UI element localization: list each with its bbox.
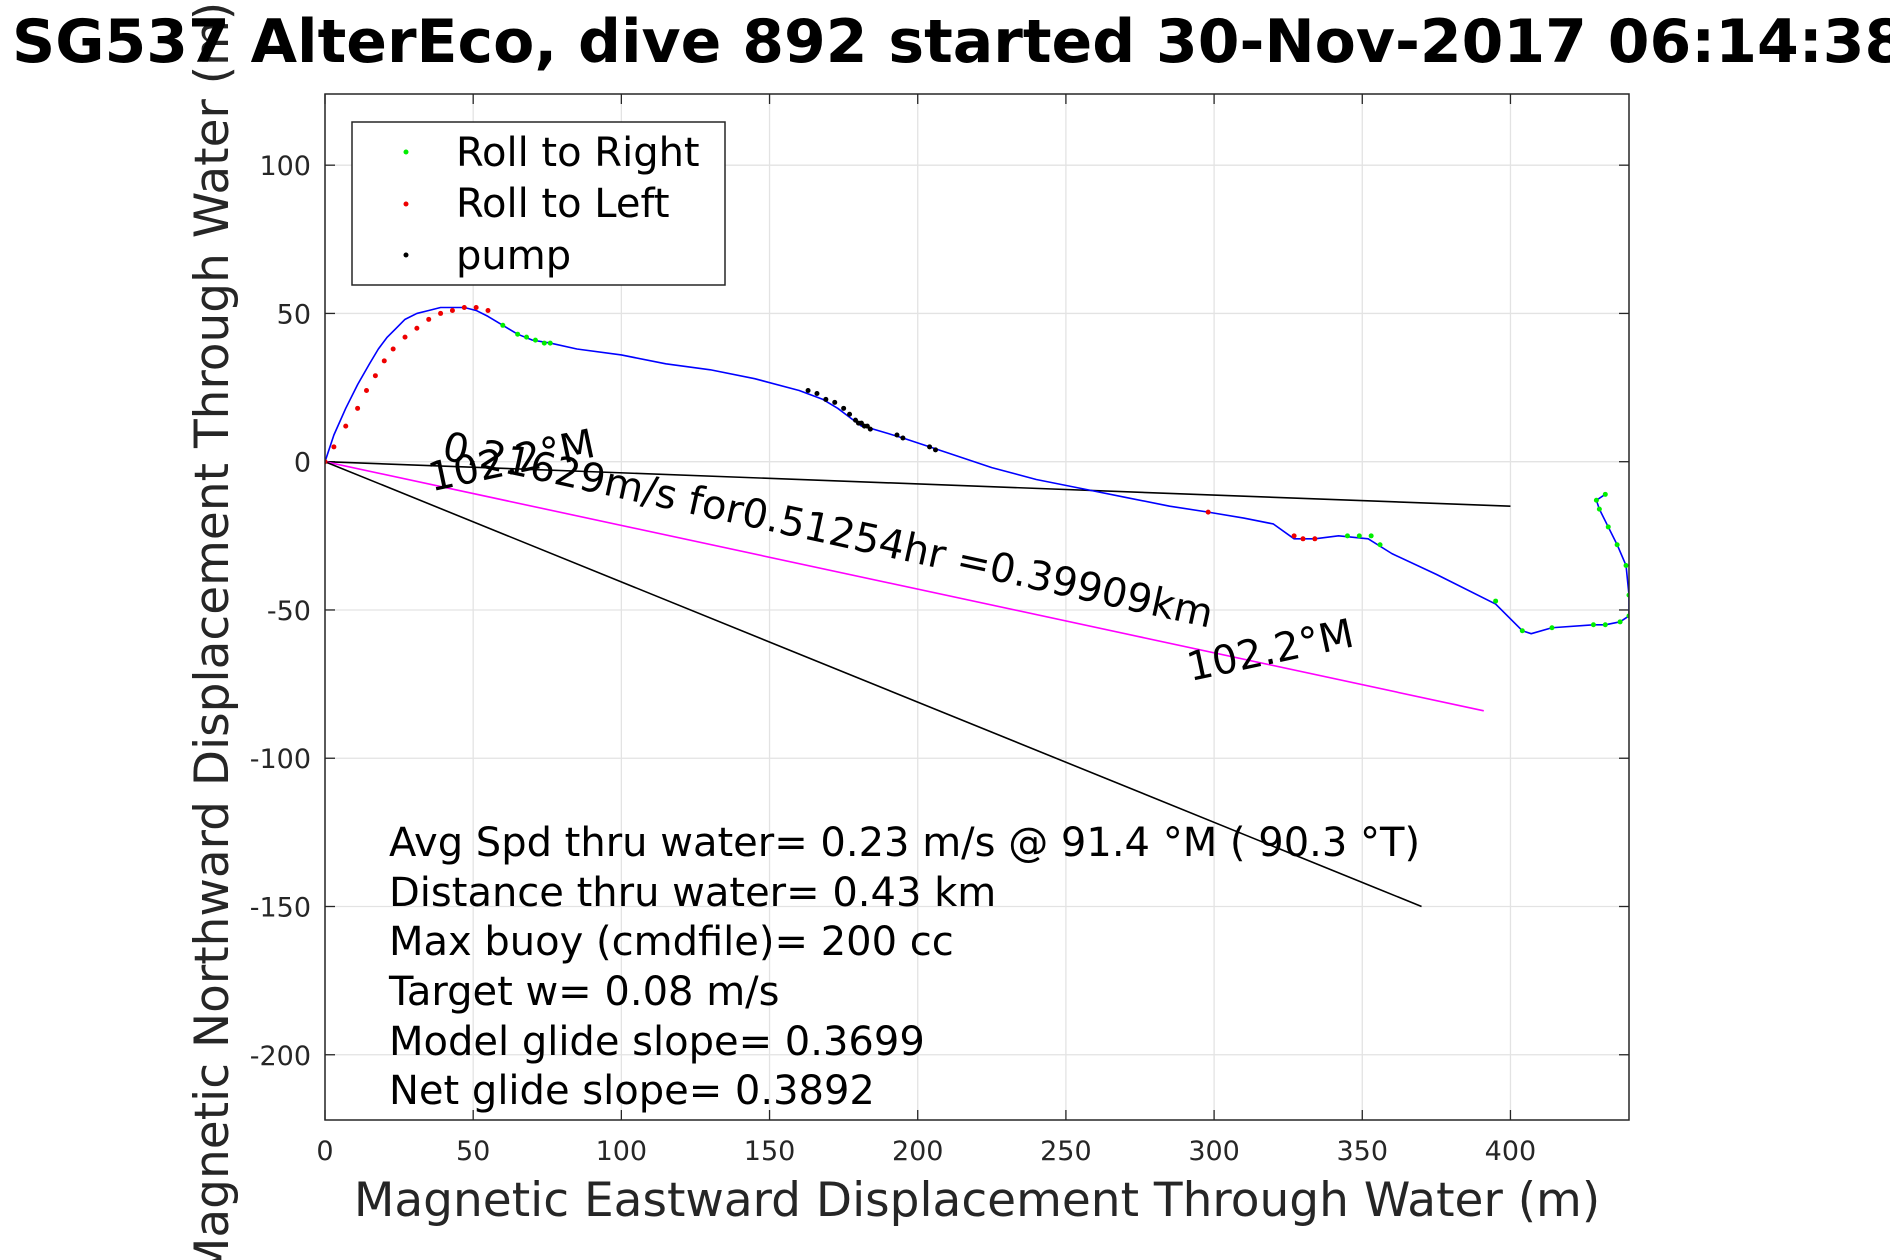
reference-line [325, 460, 1511, 507]
pump-point [894, 432, 900, 438]
stats-line: Model glide slope= 0.3699 [389, 1019, 925, 1065]
x-axis-label: Magnetic Eastward Displacement Through W… [354, 1173, 1600, 1228]
legend-marker-pump [403, 252, 409, 258]
roll-right-point [1605, 524, 1611, 530]
x-tick-label: 200 [892, 1136, 944, 1167]
roll-right-point [1519, 628, 1525, 634]
roll-right-point [1593, 497, 1599, 503]
legend-label-pump: pump [456, 233, 571, 279]
legend-label-roll-left: Roll to Left [456, 181, 670, 227]
y-tick-label: -200 [250, 1041, 311, 1072]
roll-right-point [547, 340, 553, 346]
stats-line: Avg Spd thru water= 0.23 m/s @ 91.4 °M (… [389, 820, 1420, 866]
roll-right-point [1493, 598, 1499, 604]
roll-right-point [1614, 542, 1620, 548]
chart-title: SG537 AlterEco, dive 892 started 30-Nov-… [12, 7, 1890, 77]
stats-line: Target w= 0.08 m/s [388, 969, 779, 1015]
stats-block: Avg Spd thru water= 0.23 m/s @ 91.4 °M (… [388, 820, 1420, 1114]
roll-right-point [1602, 622, 1608, 628]
roll-left-point [426, 316, 432, 322]
roll-right-point [1368, 533, 1374, 539]
roll-left-point [1300, 536, 1306, 542]
y-tick-label: 0 [294, 448, 311, 479]
y-axis-ticks: 100 50 0 -50 -100 -150 -200 [250, 151, 1629, 1072]
track-layer [325, 306, 1629, 635]
roll-right-point [500, 322, 506, 328]
x-tick-label: 250 [1040, 1136, 1092, 1167]
roll-right-point [1602, 491, 1608, 497]
roll-right-point [1549, 625, 1555, 631]
roll-left-point [331, 444, 337, 450]
stats-line: Max buoy (cmdfile)= 200 cc [389, 919, 954, 965]
legend: Roll to Right Roll to Left pump [351, 121, 726, 286]
roll-left-point [355, 405, 361, 411]
reference-line [325, 460, 1422, 908]
roll-right-point [1590, 622, 1596, 628]
reference-line [325, 460, 1484, 712]
pump-point [823, 396, 829, 402]
roll-left-point [363, 388, 369, 394]
roll-right-point [1344, 533, 1350, 539]
roll-left-point [381, 358, 387, 364]
roll-left-point [1205, 509, 1211, 515]
x-axis-ticks: 0 50 100 150 200 250 300 350 400 [316, 94, 1536, 1167]
roll-right-point [541, 340, 547, 346]
roll-left-point [1291, 533, 1297, 539]
pump-point [814, 390, 820, 396]
pump-point [900, 435, 906, 441]
roll-right-point [524, 334, 530, 340]
pump-point [805, 388, 811, 394]
track-line [325, 306, 1629, 635]
roll-left-point [461, 305, 467, 311]
pump-point [841, 405, 847, 411]
x-tick-label: 100 [596, 1136, 648, 1167]
x-tick-label: 300 [1188, 1136, 1240, 1167]
y-tick-label: -100 [250, 744, 311, 775]
roll-right-point [1356, 533, 1362, 539]
roll-left-point [438, 310, 444, 316]
plot-frame [324, 93, 1630, 1121]
roll-right-point [1596, 506, 1602, 512]
roll-left-point [372, 373, 378, 379]
roll-right-point [515, 331, 521, 337]
pump-point [927, 444, 933, 450]
roll-right-point [1377, 542, 1383, 548]
roll-right-point [532, 337, 538, 343]
roll-left-point [414, 325, 420, 331]
y-tick-label: -150 [250, 892, 311, 923]
x-tick-label: 0 [316, 1136, 333, 1167]
x-tick-label: 150 [744, 1136, 796, 1167]
pump-point [847, 411, 853, 417]
legend-marker-roll-left [403, 201, 409, 207]
roll-left-point [1312, 536, 1318, 542]
roll-left-point [473, 305, 479, 311]
x-tick-label: 50 [456, 1136, 490, 1167]
stats-line: Distance thru water= 0.43 km [389, 870, 996, 916]
pump-point [867, 426, 873, 432]
y-axis-label: Magnetic Northward Displacement Through … [185, 2, 240, 1260]
legend-label-roll-right: Roll to Right [456, 130, 700, 176]
roll-left-point [402, 334, 408, 340]
points-layer [325, 305, 1629, 634]
roll-right-point [1617, 619, 1623, 625]
reference-lines [325, 460, 1511, 908]
roll-left-point [390, 346, 396, 352]
pump-point [832, 399, 838, 405]
pump-point [933, 447, 939, 453]
y-tick-label: -50 [267, 596, 311, 627]
x-tick-label: 350 [1336, 1136, 1388, 1167]
y-tick-label: 100 [259, 151, 311, 182]
roll-left-point [449, 307, 455, 313]
roll-left-point [343, 423, 349, 429]
roll-left-point [485, 307, 491, 313]
legend-box [351, 121, 726, 286]
roll-right-point [1623, 562, 1629, 568]
stats-line: Net glide slope= 0.3892 [389, 1068, 875, 1114]
x-tick-label: 400 [1485, 1136, 1537, 1167]
legend-marker-roll-right [403, 149, 409, 155]
y-tick-label: 50 [277, 299, 311, 330]
